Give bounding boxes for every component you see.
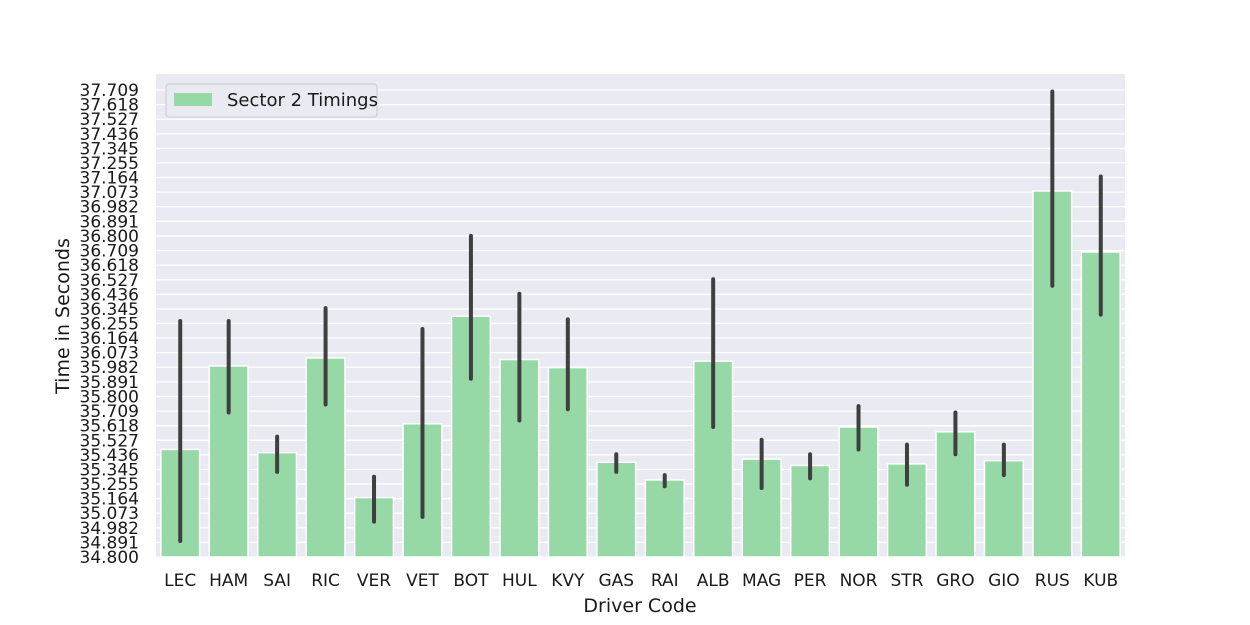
x-tick-label: BOT xyxy=(453,571,489,591)
x-tick-label: KVY xyxy=(551,571,585,591)
x-tick-label: GRO xyxy=(936,571,974,591)
y-tick-label: 37.164 xyxy=(80,168,139,188)
x-tick-label: KUB xyxy=(1083,571,1118,591)
y-tick-label: 35.164 xyxy=(80,490,139,510)
x-tick-labels: LEC HAM SAI RIC VER VET BOT HUL KVY GAS RAI ALB MAG P… xyxy=(164,571,1118,591)
x-tick-label: VET xyxy=(406,571,439,591)
legend-label: Sector 2 Timings xyxy=(227,90,378,111)
x-tick-label: RUS xyxy=(1035,571,1070,591)
y-tick-labels: 34.80034.89134.98235.07335.16435.25535.3… xyxy=(80,81,139,568)
bar-ric xyxy=(305,357,346,558)
x-tick-label: STR xyxy=(890,571,923,591)
y-tick-label: 35.073 xyxy=(80,504,139,524)
y-tick-label: 35.709 xyxy=(80,402,139,422)
x-tick-label: NOR xyxy=(840,571,878,591)
y-tick-label: 37.073 xyxy=(80,183,139,203)
y-tick-label: 36.345 xyxy=(80,300,139,320)
y-tick-label: 36.982 xyxy=(80,198,139,218)
x-tick-label: VER xyxy=(357,571,391,591)
y-tick-label: 35.982 xyxy=(80,358,139,378)
x-tick-label: RIC xyxy=(311,571,340,591)
y-tick-label: 36.709 xyxy=(80,242,139,262)
legend: Sector 2 Timings xyxy=(165,83,378,118)
y-tick-label: 35.800 xyxy=(80,387,139,407)
y-tick-label: 36.618 xyxy=(80,256,139,276)
y-tick-label: 34.982 xyxy=(80,519,139,539)
bar-gas xyxy=(596,461,637,558)
y-tick-label: 35.891 xyxy=(80,373,139,393)
y-tick-label: 37.709 xyxy=(80,81,139,101)
y-tick-label: 34.891 xyxy=(80,533,139,553)
bar-ham xyxy=(208,365,249,558)
x-axis-label: Driver Code xyxy=(583,595,696,617)
y-tick-label: 34.800 xyxy=(80,548,139,568)
y-tick-label: 36.436 xyxy=(80,285,139,305)
x-tick-label: HAM xyxy=(209,571,248,591)
x-tick-label: PER xyxy=(794,571,827,591)
y-tick-label: 36.255 xyxy=(80,314,139,334)
y-tick-label: 37.618 xyxy=(80,96,139,116)
y-tick-label: 36.164 xyxy=(80,329,139,349)
x-tick-label: ALB xyxy=(697,571,730,591)
y-tick-label: 36.527 xyxy=(80,271,139,291)
y-tick-label: 37.527 xyxy=(80,110,139,130)
bar-rai xyxy=(644,479,685,558)
y-tick-label: 35.618 xyxy=(80,417,139,437)
y-axis-label: Time in Seconds xyxy=(52,238,74,395)
legend-swatch xyxy=(174,93,212,106)
x-tick-label: GIO xyxy=(988,571,1020,591)
y-tick-label: 35.527 xyxy=(80,431,139,451)
x-tick-label: LEC xyxy=(164,571,196,591)
legend-box xyxy=(165,83,378,118)
y-tick-label: 36.891 xyxy=(80,212,139,232)
y-tick-label: 37.345 xyxy=(80,139,139,159)
y-tick-label: 36.073 xyxy=(80,344,139,364)
x-tick-label: RAI xyxy=(651,571,679,591)
y-tick-label: 35.255 xyxy=(80,475,139,495)
y-tick-label: 37.436 xyxy=(80,125,139,145)
y-tick-label: 35.345 xyxy=(80,461,139,481)
x-tick-label: SAI xyxy=(263,571,291,591)
y-tick-label: 36.800 xyxy=(80,227,139,247)
x-tick-label: HUL xyxy=(502,571,537,591)
error-bars xyxy=(178,89,1103,543)
x-tick-label: GAS xyxy=(598,571,634,591)
y-tick-label: 35.436 xyxy=(80,446,139,466)
y-tick-label: 37.255 xyxy=(80,154,139,174)
x-tick-label: MAG xyxy=(742,571,781,591)
